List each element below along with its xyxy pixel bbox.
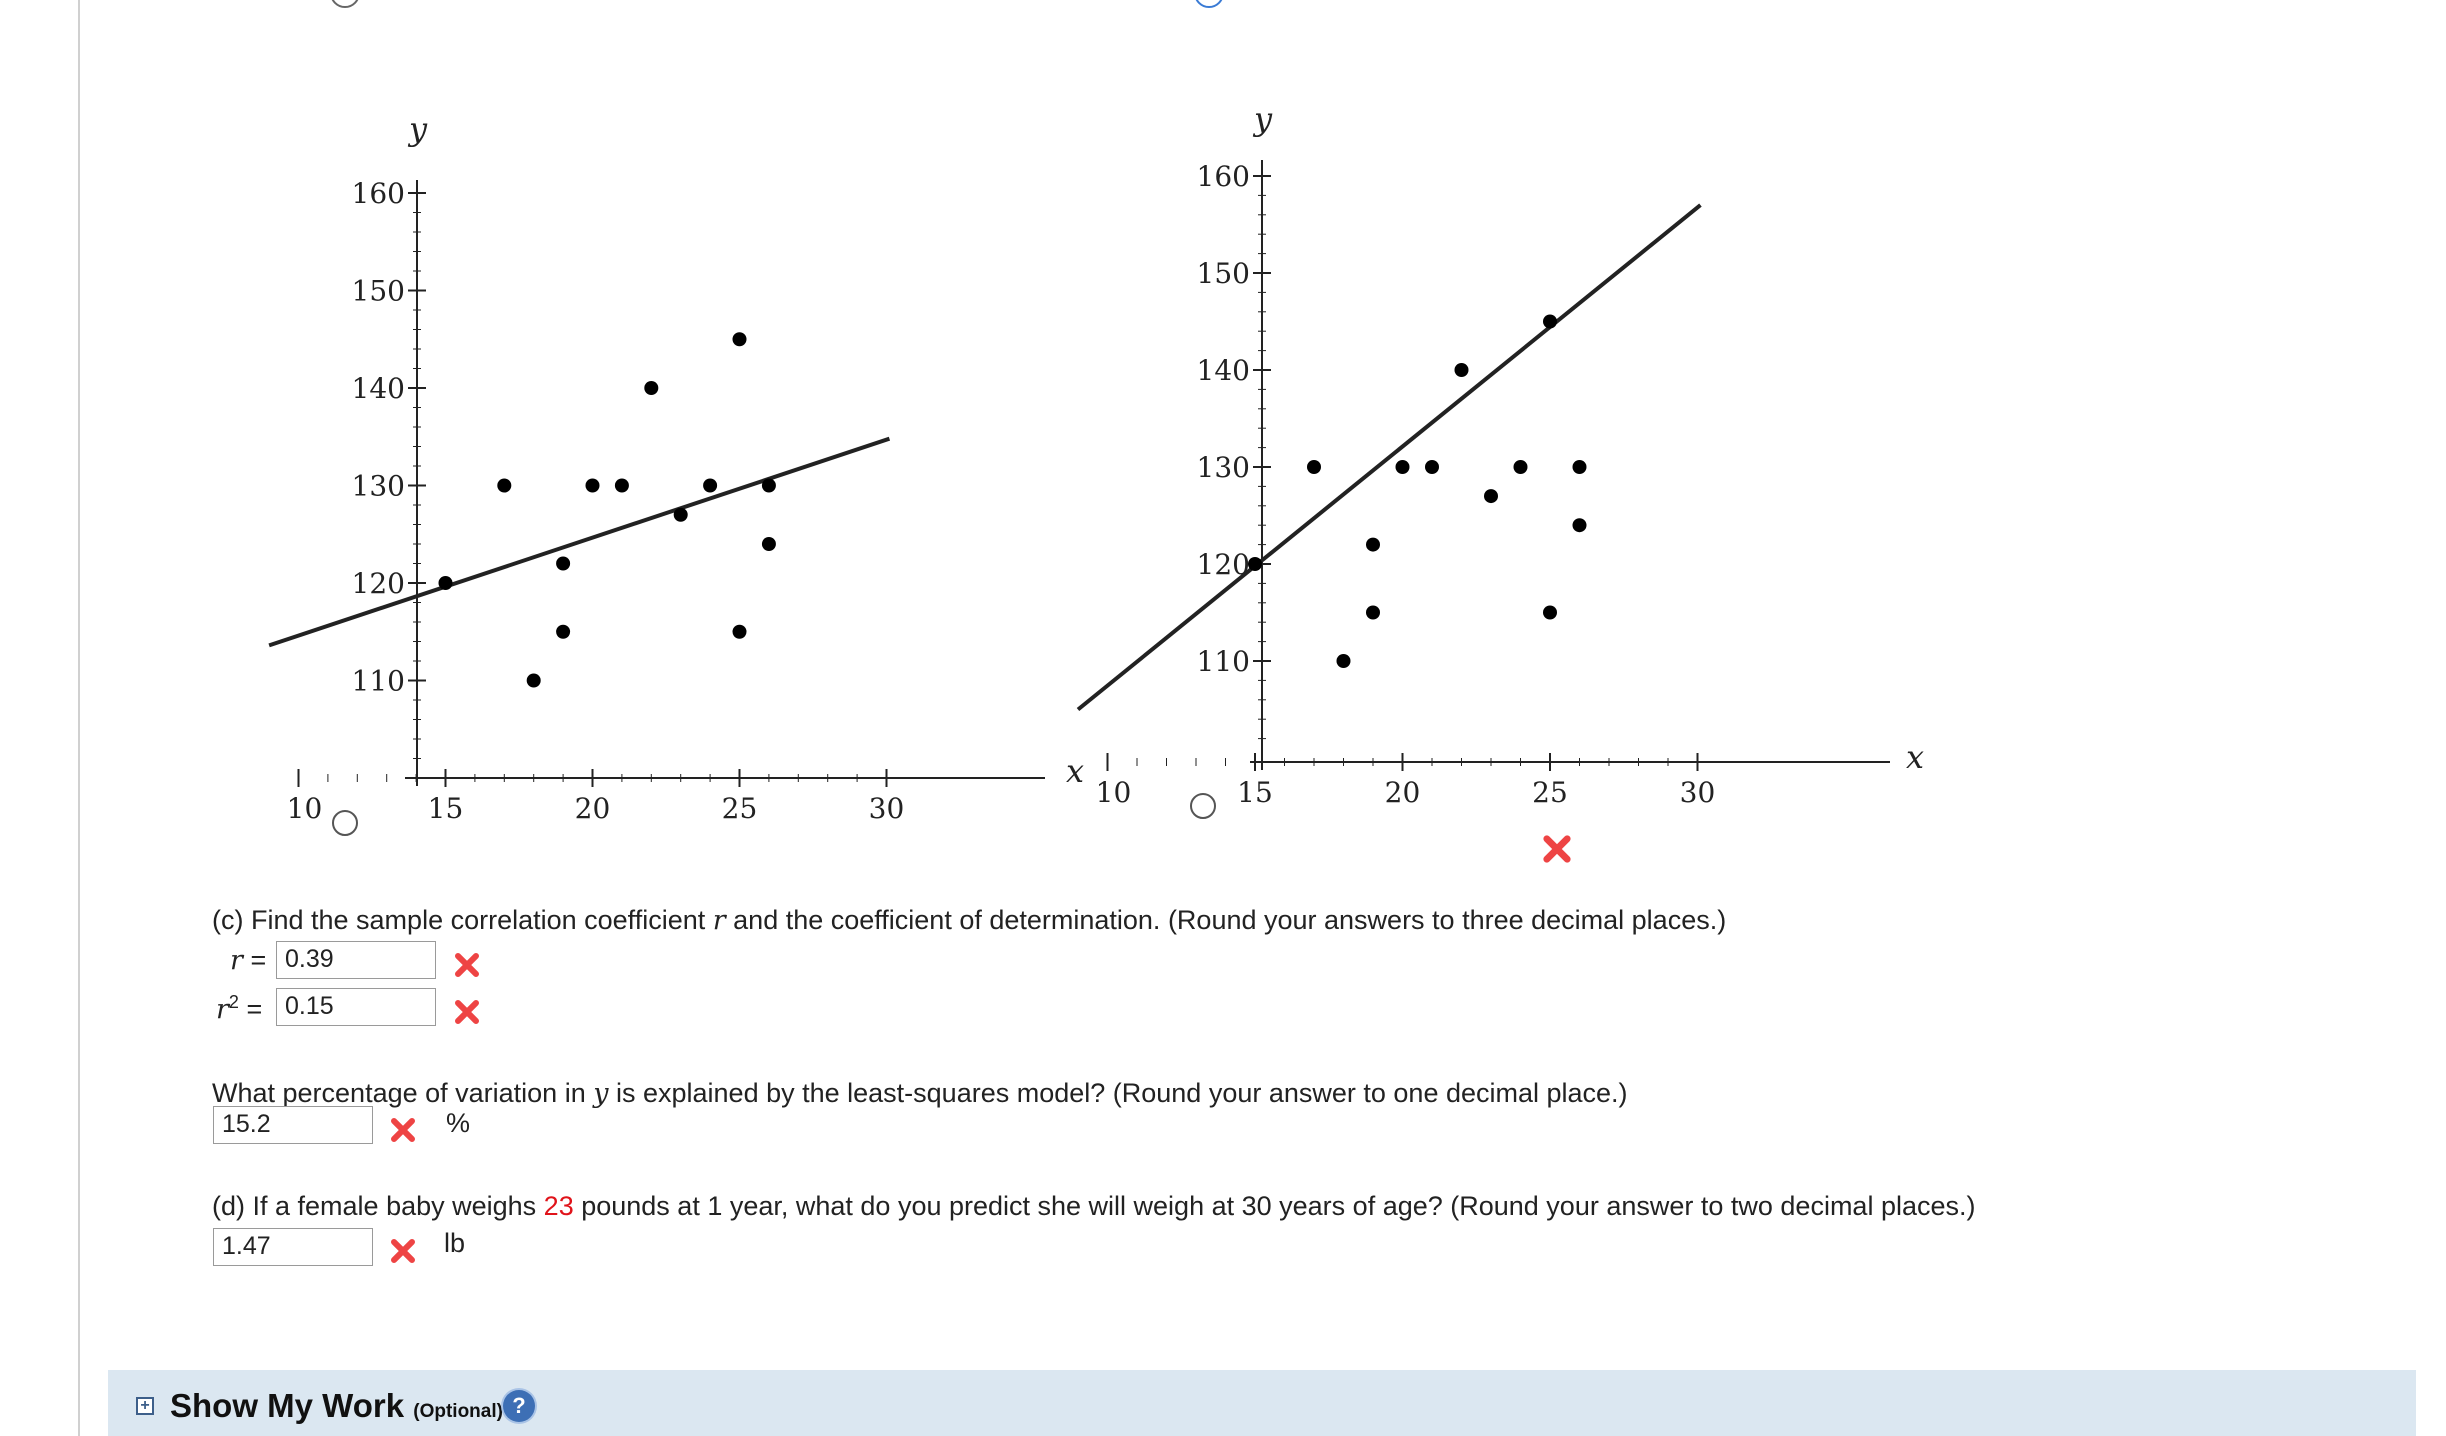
data-point xyxy=(1454,363,1469,377)
data-point xyxy=(556,624,571,639)
x-tick-label: 25 xyxy=(1532,776,1568,809)
show-my-work-title[interactable]: Show My Work (Optional) xyxy=(170,1387,503,1424)
x-tick-label: 25 xyxy=(722,792,758,825)
baby-weight-value: 23 xyxy=(543,1191,574,1221)
incorrect-icon xyxy=(1543,835,1571,863)
x-tick-label: 10 xyxy=(1096,776,1132,809)
x-tick-label: 30 xyxy=(1680,776,1716,809)
x-axis-label: x xyxy=(1066,752,1084,790)
data-point xyxy=(761,478,776,493)
x-tick-label: 20 xyxy=(575,792,611,825)
data-point xyxy=(1366,537,1380,552)
data-point xyxy=(1543,605,1557,620)
r2-label: r2 = xyxy=(216,992,263,1025)
data-point xyxy=(1366,605,1380,620)
y-tick-label: 150 xyxy=(352,275,405,308)
y-tick-label: 150 xyxy=(1197,257,1250,290)
data-point xyxy=(1336,654,1351,668)
prediction-input[interactable]: 1.47 xyxy=(213,1228,373,1266)
data-point xyxy=(1513,460,1528,474)
data-point xyxy=(614,478,629,493)
data-point xyxy=(1307,460,1321,474)
show-my-work-panel[interactable]: + Show My Work (Optional) ? xyxy=(108,1370,2416,1436)
data-point xyxy=(732,624,747,639)
regression-line xyxy=(1076,203,1702,712)
pound-unit: lb xyxy=(444,1228,466,1258)
help-icon[interactable]: ? xyxy=(503,1390,535,1422)
y-tick-label: 120 xyxy=(352,567,405,600)
data-point xyxy=(585,478,600,493)
percentage-input[interactable]: 15.2 xyxy=(213,1106,373,1144)
option-a-radio[interactable] xyxy=(332,810,358,836)
y-tick-label: 110 xyxy=(1197,645,1250,678)
y-tick-label: 140 xyxy=(352,372,405,405)
data-point xyxy=(1572,518,1587,533)
data-point xyxy=(526,673,541,688)
data-point xyxy=(497,478,512,493)
y-tick-label: 130 xyxy=(352,470,405,503)
x-tick-label: 15 xyxy=(1237,776,1273,809)
incorrect-icon xyxy=(455,953,479,977)
data-point xyxy=(644,381,659,395)
x-tick-label: 10 xyxy=(287,792,323,825)
data-point xyxy=(1248,557,1262,571)
r-input[interactable]: 0.39 xyxy=(276,941,436,979)
y-axis-label: y xyxy=(1252,100,1273,138)
y-axis-label: y xyxy=(407,110,428,148)
data-point xyxy=(438,576,453,590)
question-d-text: (d) If a female baby weighs 23 pounds at… xyxy=(212,1191,1976,1221)
data-point xyxy=(673,507,688,522)
data-point xyxy=(1425,460,1439,474)
question-c-text: (c) Find the sample correlation coeffici… xyxy=(212,905,1727,936)
data-point xyxy=(556,556,571,571)
option-b-radio[interactable] xyxy=(1190,793,1216,819)
incorrect-icon xyxy=(391,1118,415,1142)
data-point xyxy=(1484,489,1498,504)
data-point xyxy=(1395,460,1410,474)
question-percentage-text: What percentage of variation in y is exp… xyxy=(212,1078,1628,1109)
y-tick-label: 160 xyxy=(352,177,405,210)
x-tick-label: 15 xyxy=(428,792,464,825)
y-tick-label: 160 xyxy=(1197,160,1250,193)
x-tick-label: 30 xyxy=(869,792,905,825)
data-point xyxy=(732,332,747,347)
x-tick-label: 20 xyxy=(1385,776,1421,809)
percent-unit: % xyxy=(446,1108,471,1138)
data-point xyxy=(1572,460,1587,474)
data-point xyxy=(761,537,776,551)
y-tick-label: 130 xyxy=(1197,451,1250,484)
r2-input[interactable]: 0.15 xyxy=(276,988,436,1026)
expand-icon[interactable]: + xyxy=(136,1397,154,1415)
y-tick-label: 110 xyxy=(352,665,405,698)
r-label: r = xyxy=(230,945,267,976)
data-point xyxy=(1543,314,1557,329)
scatter-plot-a: 110 120 130 140 150 160 10 15 20 25 30 y x xyxy=(268,110,1084,825)
x-axis-label: x xyxy=(1906,738,1924,776)
incorrect-icon xyxy=(455,1000,479,1024)
left-border xyxy=(78,0,80,1436)
data-point xyxy=(703,478,718,493)
incorrect-icon xyxy=(391,1239,415,1263)
y-tick-label: 140 xyxy=(1197,354,1250,387)
regression-line xyxy=(268,436,891,648)
